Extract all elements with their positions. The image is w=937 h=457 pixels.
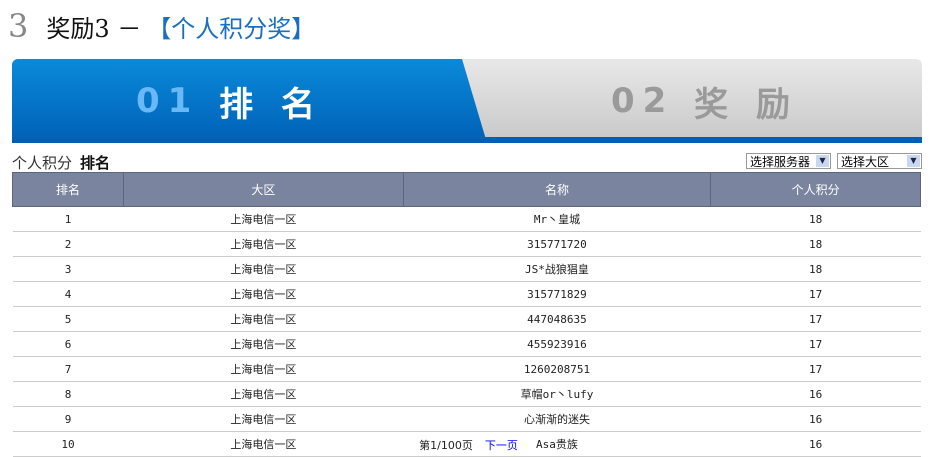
tab-ranking[interactable]: 01 排 名 bbox=[12, 59, 487, 143]
table-cell: 16 bbox=[710, 431, 921, 457]
tab-number: 01 bbox=[135, 81, 200, 121]
table-cell: 315771720 bbox=[403, 231, 711, 257]
table-cell: 455923916 bbox=[403, 331, 711, 357]
heading-highlight: 【个人积分奖】 bbox=[147, 14, 316, 43]
tab-banner: 01 排 名 02 奖 励 bbox=[12, 59, 922, 143]
table-row: 9 上海电信一区 心渐渐的迷失 16 bbox=[12, 406, 921, 432]
page-info: 第1/100页 bbox=[419, 439, 473, 452]
chevron-down-icon: ▼ bbox=[907, 155, 920, 167]
table-cell: 上海电信一区 bbox=[123, 381, 404, 407]
table-row: 4 上海电信一区 315771829 17 bbox=[12, 281, 921, 307]
table-row: 2 上海电信一区 315771720 18 bbox=[12, 231, 921, 257]
table-cell: 8 bbox=[12, 381, 124, 407]
table-cell: 3 bbox=[12, 256, 124, 282]
table-cell: 18 bbox=[710, 231, 921, 257]
tab-label: 排 名 bbox=[219, 84, 323, 125]
server-select[interactable]: 选择服务器 ▼ bbox=[746, 153, 831, 169]
region-select[interactable]: 选择大区 ▼ bbox=[837, 153, 922, 169]
tab-label: 奖 励 bbox=[694, 84, 798, 125]
column-header: 个人积分 bbox=[710, 172, 921, 207]
table-cell: 17 bbox=[710, 331, 921, 357]
table-row: 5 上海电信一区 447048635 17 bbox=[12, 306, 921, 332]
table-row: 8 上海电信一区 草帽or丶lufy 16 bbox=[12, 381, 921, 407]
table-cell: 上海电信一区 bbox=[123, 281, 404, 307]
table-cell: 10 bbox=[12, 431, 124, 457]
heading-title: 奖励3 － bbox=[46, 14, 142, 43]
table-cell: 上海电信一区 bbox=[123, 206, 404, 232]
table-cell: 上海电信一区 bbox=[123, 256, 404, 282]
table-cell: 1260208751 bbox=[403, 356, 711, 382]
table-cell: 7 bbox=[12, 356, 124, 382]
table-cell: 16 bbox=[710, 381, 921, 407]
server-select-value: 选择服务器 bbox=[750, 154, 811, 169]
section-title: 个人积分 排名 bbox=[12, 152, 110, 173]
table-cell: 447048635 bbox=[403, 306, 711, 332]
tab-rewards[interactable]: 02 奖 励 bbox=[487, 59, 922, 143]
banner-underline bbox=[12, 137, 922, 143]
table-cell: 心渐渐的迷失 bbox=[403, 406, 711, 432]
table-cell: 16 bbox=[710, 406, 921, 432]
tab-number: 02 bbox=[610, 81, 675, 121]
section-number: 3 bbox=[8, 7, 29, 45]
table-cell: 18 bbox=[710, 256, 921, 282]
table-cell: 上海电信一区 bbox=[123, 331, 404, 357]
section-subtitle: 排名 bbox=[80, 154, 111, 172]
region-select-value: 选择大区 bbox=[841, 154, 890, 169]
table-cell: 上海电信一区 bbox=[123, 306, 404, 332]
table-cell: Mr丶皇城 bbox=[403, 206, 711, 232]
table-cell: 1 bbox=[12, 206, 124, 232]
table-cell: 4 bbox=[12, 281, 124, 307]
table-cell: 上海电信一区 bbox=[123, 231, 404, 257]
table-cell: 9 bbox=[12, 406, 124, 432]
table-cell: 17 bbox=[710, 281, 921, 307]
table-cell: 6 bbox=[12, 331, 124, 357]
page-heading: 3 奖励3 － 【个人积分奖】 bbox=[8, 6, 315, 46]
chevron-down-icon: ▼ bbox=[816, 155, 829, 167]
pagination: 第1/100页 下一页 bbox=[0, 437, 937, 453]
table-row: 7 上海电信一区 1260208751 17 bbox=[12, 356, 921, 382]
table-row: 3 上海电信一区 JS*战狼猖皇 18 bbox=[12, 256, 921, 282]
table-row: 6 上海电信一区 455923916 17 bbox=[12, 331, 921, 357]
table-cell: 17 bbox=[710, 306, 921, 332]
table-cell: 上海电信一区 bbox=[123, 356, 404, 382]
table-cell: 315771829 bbox=[403, 281, 711, 307]
table-cell: 草帽or丶lufy bbox=[403, 381, 711, 407]
next-page-link[interactable]: 下一页 bbox=[484, 439, 518, 452]
section-title-text: 个人积分 bbox=[12, 154, 73, 172]
table-cell: 2 bbox=[12, 231, 124, 257]
column-header: 排名 bbox=[11, 172, 125, 207]
ranking-table: 排名 大区 名称 个人积分 1 上海电信一区 Mr丶皇城 18 2 上海电信一区 31577172… bbox=[11, 172, 921, 457]
table-cell: 18 bbox=[710, 206, 921, 232]
table-cell: JS*战狼猖皇 bbox=[403, 256, 711, 282]
table-cell: 上海电信一区 bbox=[123, 406, 404, 432]
table-cell: 5 bbox=[12, 306, 124, 332]
table-cell: 17 bbox=[710, 356, 921, 382]
column-header: 大区 bbox=[123, 172, 404, 207]
table-row: 1 上海电信一区 Mr丶皇城 18 bbox=[12, 206, 921, 232]
column-header: 名称 bbox=[402, 172, 712, 207]
